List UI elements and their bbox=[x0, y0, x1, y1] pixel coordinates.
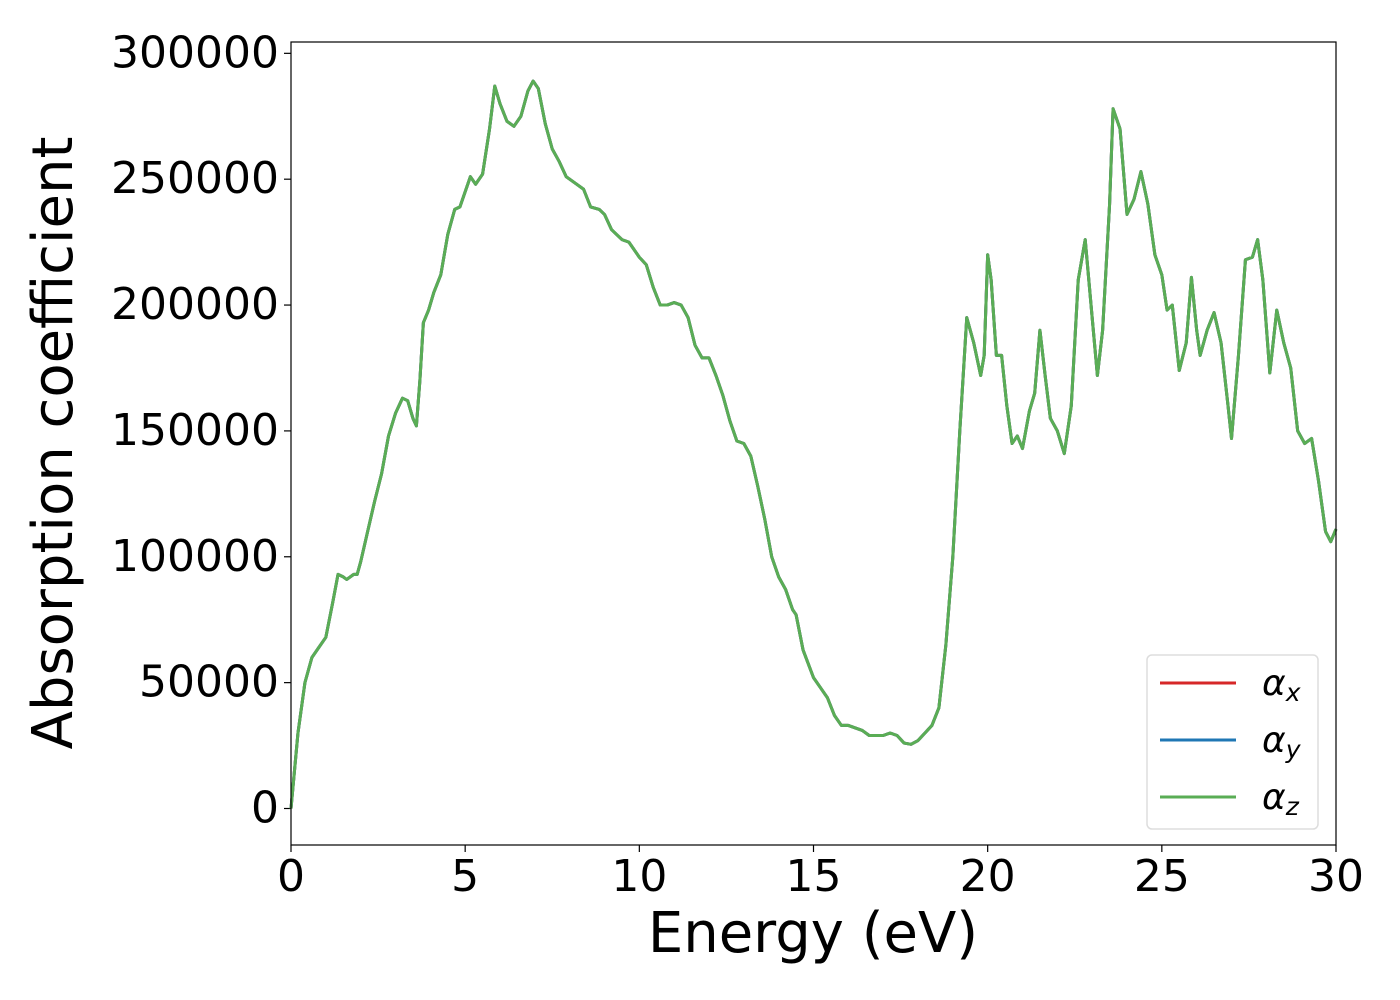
legend-box bbox=[1146, 654, 1319, 830]
x-axis-label: Energy (eV) bbox=[648, 901, 978, 966]
x-tick-label: 5 bbox=[451, 851, 479, 902]
x-tick-label: 20 bbox=[960, 851, 1016, 902]
x-tick-label: 0 bbox=[277, 851, 305, 902]
y-tick-label: 50000 bbox=[139, 657, 279, 708]
y-tick-label: 200000 bbox=[111, 279, 279, 330]
y-tick-label: 150000 bbox=[111, 405, 279, 456]
legend-label: αz bbox=[1262, 777, 1300, 821]
x-tick-label: 10 bbox=[611, 851, 667, 902]
x-tick-label: 30 bbox=[1308, 851, 1364, 902]
y-tick-label: 300000 bbox=[111, 27, 279, 78]
x-tick-label: 25 bbox=[1134, 851, 1190, 902]
x-tick-label: 15 bbox=[786, 851, 842, 902]
y-tick-label: 250000 bbox=[111, 153, 279, 204]
y-tick-label: 100000 bbox=[111, 531, 279, 582]
data-line bbox=[289, 79, 1338, 809]
y-tick-label: 0 bbox=[251, 783, 279, 834]
plot-frame bbox=[290, 41, 1337, 846]
y-axis-label: Absorption coefficient bbox=[21, 137, 86, 750]
